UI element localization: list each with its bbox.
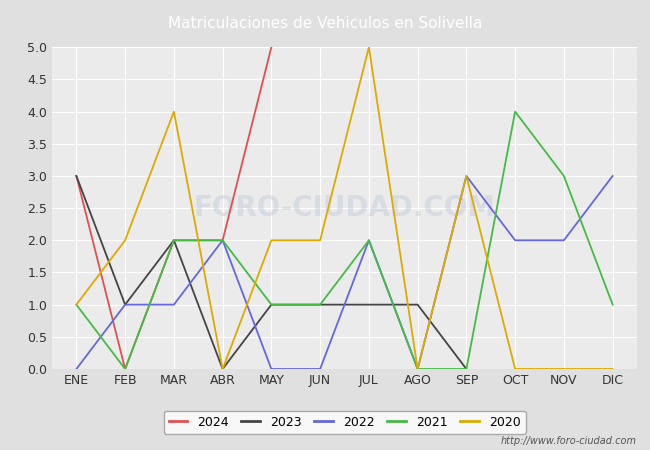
2022 <box>608 173 616 179</box>
2021 <box>316 302 324 307</box>
2023 <box>268 302 276 307</box>
2020 <box>170 109 178 114</box>
2020 <box>413 366 421 372</box>
2021 <box>511 109 519 114</box>
2023 <box>365 302 373 307</box>
2023 <box>72 173 81 179</box>
2021 <box>463 366 471 372</box>
2022 <box>72 366 81 372</box>
2023 <box>218 366 227 372</box>
2020 <box>316 238 324 243</box>
2024 <box>72 173 81 179</box>
2020 <box>463 173 471 179</box>
2022 <box>218 238 227 243</box>
2022 <box>413 366 421 372</box>
2020 <box>268 238 276 243</box>
2022 <box>560 238 568 243</box>
2021 <box>560 173 568 179</box>
Text: FORO-CIUDAD.COM: FORO-CIUDAD.COM <box>194 194 495 222</box>
Legend: 2024, 2023, 2022, 2021, 2020: 2024, 2023, 2022, 2021, 2020 <box>164 410 525 433</box>
Text: Matriculaciones de Vehiculos en Solivella: Matriculaciones de Vehiculos en Solivell… <box>168 16 482 31</box>
Line: 2022: 2022 <box>77 176 612 369</box>
2020 <box>365 45 373 50</box>
Line: 2024: 2024 <box>77 47 272 369</box>
2024 <box>218 238 227 243</box>
2022 <box>316 366 324 372</box>
2022 <box>365 238 373 243</box>
2023 <box>121 302 129 307</box>
2021 <box>121 366 129 372</box>
2020 <box>608 366 616 372</box>
2020 <box>560 366 568 372</box>
2021 <box>413 366 421 372</box>
2020 <box>511 366 519 372</box>
2024 <box>121 366 129 372</box>
2021 <box>268 302 276 307</box>
2022 <box>121 302 129 307</box>
2024 <box>268 45 276 50</box>
2022 <box>170 302 178 307</box>
2021 <box>608 302 616 307</box>
2021 <box>72 302 81 307</box>
2020 <box>121 238 129 243</box>
2021 <box>218 238 227 243</box>
2020 <box>218 366 227 372</box>
Line: 2020: 2020 <box>77 47 612 369</box>
2022 <box>511 238 519 243</box>
2021 <box>365 238 373 243</box>
2023 <box>316 302 324 307</box>
Line: 2021: 2021 <box>77 112 612 369</box>
2020 <box>72 302 81 307</box>
Text: http://www.foro-ciudad.com: http://www.foro-ciudad.com <box>501 436 637 446</box>
Line: 2023: 2023 <box>77 176 467 369</box>
2022 <box>268 366 276 372</box>
2023 <box>463 366 471 372</box>
2022 <box>463 173 471 179</box>
2023 <box>413 302 421 307</box>
2023 <box>170 238 178 243</box>
2024 <box>170 238 178 243</box>
2021 <box>170 238 178 243</box>
